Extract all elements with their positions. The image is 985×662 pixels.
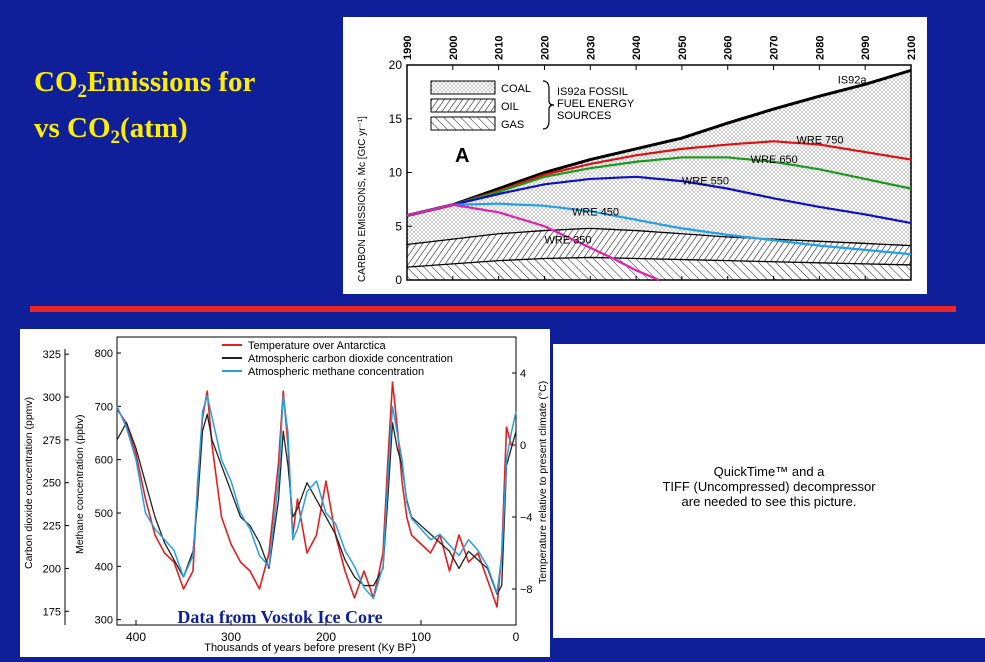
slide-title: CO2Emissions for vs CO2(atm) [34,64,255,156]
x-tick-label: 2040 [631,36,643,60]
emissions-series-wre-550 [406,175,912,225]
legend-group-line-3: SOURCES [557,110,611,122]
emissions-legend: COAL OIL GAS IS92a FOSSIL FUEL ENERGY SO… [430,80,635,131]
x-tick-label: 2010 [494,36,506,60]
y-tick-label: 15 [389,112,403,126]
x-tick-label: 2000 [448,36,460,60]
methane-tick-label: 400 [95,561,113,573]
temperature-tick-label: 4 [520,368,526,380]
temperature-tick-label: 0 [520,440,526,452]
title-line-2: vs CO2(atm) [34,112,188,148]
vostok-chart-panel: 400 300 200 100 0 175 200 225 250 275 300 325 300 400… [20,329,550,657]
co2-tick-label: 275 [43,435,61,447]
vostok-caption: Data from Vostok Ice Core [177,607,382,627]
temperature-tick-label: −8 [520,584,533,596]
legend-group-line-1: IS92a FOSSIL [557,86,628,98]
gas-band [407,257,911,280]
temperature-tick-label: −4 [520,512,533,524]
series-annotation: WRE 450 [572,207,619,219]
vostok-x-axis-label: Thousands of years before present (Ky BP… [204,642,416,654]
methane-series [116,394,517,600]
x-tick-label: 2060 [723,36,735,60]
co2-tick-label: 325 [43,349,61,361]
y-tick-label: 10 [389,166,403,180]
temperature-axis-label: Temperature relative to present climate … [537,381,549,584]
co2-axis-label: Carbon dioxide concentration (ppmv) [23,397,35,569]
x-tick-label: 400 [126,630,146,644]
methane-tick-label: 300 [95,615,113,627]
y-tick-label: 20 [389,58,403,72]
co2-tick-label: 225 [43,521,61,533]
series-annotation: IS92a [838,74,868,86]
methane-tick-label: 700 [95,401,113,413]
quicktime-line-2: TIFF (Uncompressed) decompressor [662,479,876,494]
co2-tick-label: 200 [43,563,61,575]
quicktime-placeholder: QuickTime™ and a TIFF (Uncompressed) dec… [553,344,985,638]
coal-band [407,70,911,246]
y-tick-label: 0 [395,273,402,287]
series-annotation: WRE 350 [544,234,591,246]
x-tick-label: 0 [513,630,520,644]
series-annotation: WRE 550 [682,175,729,187]
x-tick-label: 2100 [906,36,918,60]
emissions-series-wre-450 [406,202,912,256]
co2-series [116,413,517,595]
emissions-series-is92a [406,68,912,217]
title-line-1: CO2Emissions for [34,66,256,102]
gas-band-edge [406,256,912,268]
legend-group-line-2: FUEL ENERGY [557,98,635,110]
emissions-chart: 1990 2000 2010 2020 2030 2040 2050 2060 2070 2080… [355,36,918,287]
quicktime-line-1: QuickTime™ and a [713,464,825,479]
vostok-legend: Temperature over Antarctica Atmospheric … [222,340,453,378]
y-tick-label: 5 [395,219,402,233]
co2-tick-label: 175 [43,606,61,618]
vostok-plot-frame [116,336,517,626]
x-tick-label: 2050 [677,36,689,60]
x-tick-label: 2020 [539,36,551,60]
panel-letter: A [455,145,469,167]
x-tick-label: 2030 [585,36,597,60]
x-tick-label: 2080 [814,36,826,60]
emissions-series-wre-350 [406,203,660,282]
methane-tick-label: 500 [95,508,113,520]
x-tick-label: 2070 [769,36,781,60]
co2-tick-label: 250 [43,478,61,490]
legend-label-oil: OIL [501,101,519,113]
emissions-chart-panel: 1990 2000 2010 2020 2030 2040 2050 2060 2070 2080… [343,17,927,294]
x-tick-label: 2090 [860,36,872,60]
quicktime-line-3: are needed to see this picture. [681,494,857,509]
legend-label-temperature: Temperature over Antarctica [248,340,386,352]
methane-tick-label: 600 [95,455,113,467]
x-tick-label: 200 [316,630,336,644]
series-annotation: WRE 650 [751,154,798,166]
legend-swatch-coal [430,80,496,95]
vostok-chart: 400 300 200 100 0 175 200 225 250 275 300 325 300 400… [23,336,549,654]
oil-band-edge [406,227,912,247]
legend-label-coal: COAL [501,83,531,95]
slide-divider [30,306,956,312]
legend-brace [542,80,555,130]
methane-axis-label: Methane concentration (ppbv) [74,415,86,555]
x-tick-label: 300 [221,630,241,644]
x-tick-label: 1990 [402,36,414,60]
x-tick-label: 100 [411,630,431,644]
temperature-series [116,381,516,608]
legend-swatch-oil [430,98,496,113]
oil-band [407,228,911,268]
methane-tick-label: 800 [95,348,113,360]
emissions-y-axis-label: CARBON EMISSIONS, Ṁc [GtC yr⁻¹] [355,116,368,282]
co2-tick-label: 300 [43,392,61,404]
quicktime-message: QuickTime™ and a TIFF (Uncompressed) dec… [553,464,985,509]
series-annotation: WRE 750 [796,134,843,146]
legend-label-co2: Atmospheric carbon dioxide concentration [248,353,453,365]
emissions-series-wre-650 [406,156,912,217]
legend-swatch-gas [430,116,496,131]
legend-label-methane: Atmospheric methane concentration [248,366,424,378]
legend-label-gas: GAS [501,119,524,131]
